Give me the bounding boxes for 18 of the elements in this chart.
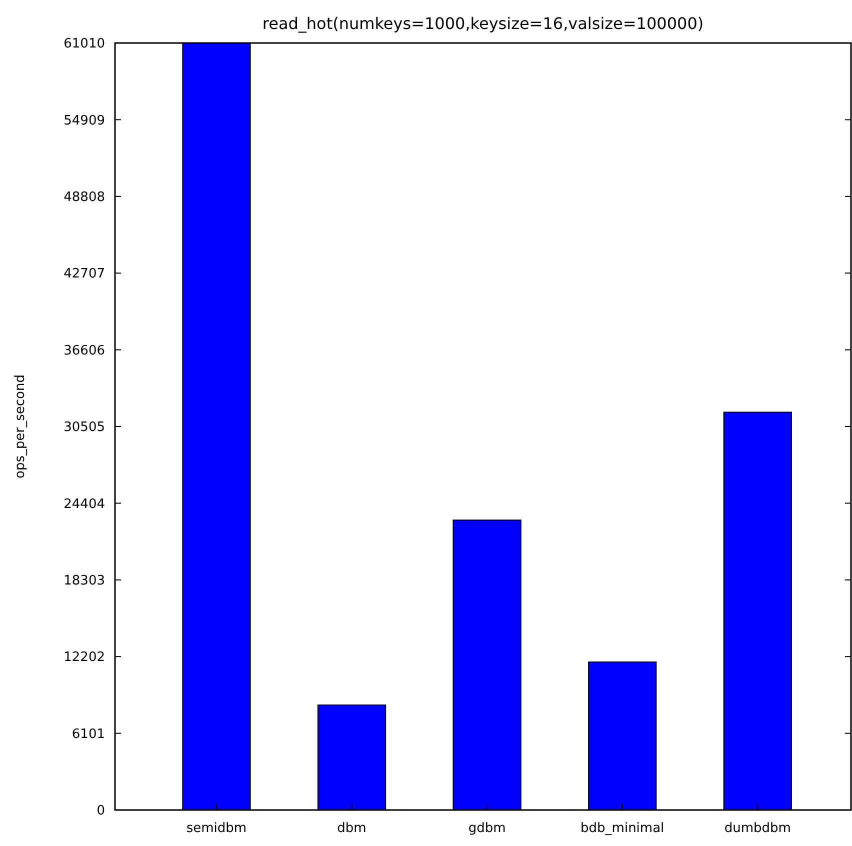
y-tick-label: 36606: [64, 343, 105, 358]
y-tick-label: 0: [96, 804, 105, 819]
x-tick-label: bdb_minimal: [580, 821, 664, 836]
x-tick-label: semidbm: [186, 821, 247, 836]
y-axis-title: ops_per_second: [13, 374, 28, 478]
y-tick-label: 6101: [72, 726, 105, 742]
y-tick-label: 12202: [64, 650, 105, 666]
y-tick-label: 61010: [64, 36, 105, 52]
x-tick-label: dumbdbm: [724, 821, 791, 836]
y-tick-label: 24404: [64, 496, 105, 512]
y-tick-label: 30505: [64, 420, 105, 436]
y-tick-label: 18303: [64, 573, 105, 588]
chart-title: read_hot(numkeys=1000,keysize=16,valsize=100000): [262, 14, 704, 33]
x-tick-label: dbm: [337, 821, 366, 836]
y-tick-label: 48808: [64, 190, 105, 205]
x-tick-label: gdbm: [468, 821, 506, 836]
y-tick-label: 42707: [64, 266, 105, 282]
y-tick-label: 54909: [64, 113, 105, 128]
